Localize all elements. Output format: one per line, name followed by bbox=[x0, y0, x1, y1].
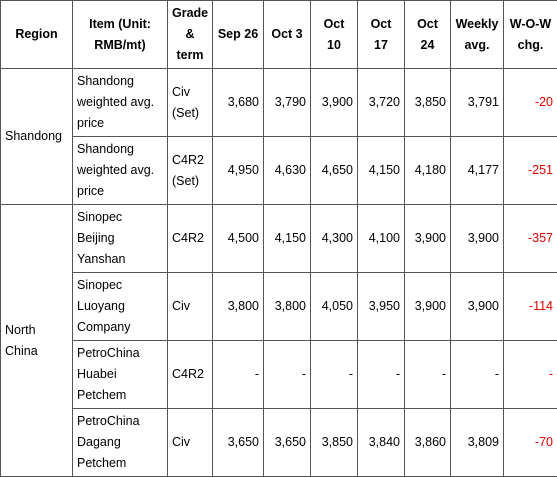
price-cell: 3,950 bbox=[358, 273, 405, 341]
item-cell: Sinopec Luoyang Company bbox=[73, 273, 168, 341]
wow-cell: -20 bbox=[504, 69, 557, 137]
grade-cell: C4R2 bbox=[168, 205, 213, 273]
price-cell: 4,050 bbox=[311, 273, 358, 341]
weekly-avg-cell: 3,900 bbox=[451, 205, 504, 273]
weekly-avg-cell: - bbox=[451, 341, 504, 409]
header-cell: Oct 24 bbox=[405, 1, 451, 69]
item-cell: Shandong weighted avg. price bbox=[73, 69, 168, 137]
header-cell: Region bbox=[1, 1, 73, 69]
weekly-avg-cell: 3,791 bbox=[451, 69, 504, 137]
price-cell: 4,300 bbox=[311, 205, 358, 273]
weekly-avg-cell: 4,177 bbox=[451, 137, 504, 205]
price-cell: 4,150 bbox=[264, 205, 311, 273]
price-cell: 4,150 bbox=[358, 137, 405, 205]
price-cell: 3,850 bbox=[311, 409, 358, 477]
region-cell: Shandong bbox=[1, 69, 73, 205]
price-cell: 3,680 bbox=[213, 69, 264, 137]
region-cell: North China bbox=[1, 205, 73, 477]
price-cell: 4,950 bbox=[213, 137, 264, 205]
header-cell: Sep 26 bbox=[213, 1, 264, 69]
header-cell: Oct 17 bbox=[358, 1, 405, 69]
price-cell: 4,100 bbox=[358, 205, 405, 273]
price-cell: 3,900 bbox=[405, 205, 451, 273]
wow-cell: -357 bbox=[504, 205, 557, 273]
price-cell: - bbox=[405, 341, 451, 409]
wow-cell: -251 bbox=[504, 137, 557, 205]
price-cell: 3,900 bbox=[405, 273, 451, 341]
header-cell: Weekly avg. bbox=[451, 1, 504, 69]
item-cell: Sinopec Beijing Yanshan bbox=[73, 205, 168, 273]
header-cell: Oct 3 bbox=[264, 1, 311, 69]
header-cell: W-O-W chg. bbox=[504, 1, 557, 69]
grade-cell: Civ bbox=[168, 273, 213, 341]
wow-cell: - bbox=[504, 341, 557, 409]
price-cell: 4,630 bbox=[264, 137, 311, 205]
price-cell: 3,900 bbox=[311, 69, 358, 137]
price-cell: 3,720 bbox=[358, 69, 405, 137]
grade-cell: Civ (Set) bbox=[168, 69, 213, 137]
grade-cell: C4R2 bbox=[168, 341, 213, 409]
weekly-avg-cell: 3,809 bbox=[451, 409, 504, 477]
price-cell: - bbox=[213, 341, 264, 409]
price-cell: 3,860 bbox=[405, 409, 451, 477]
wow-cell: -114 bbox=[504, 273, 557, 341]
price-cell: 3,800 bbox=[213, 273, 264, 341]
header-cell: Grade & term bbox=[168, 1, 213, 69]
price-cell: 3,650 bbox=[213, 409, 264, 477]
price-cell: 3,800 bbox=[264, 273, 311, 341]
price-cell: - bbox=[311, 341, 358, 409]
price-cell: 4,500 bbox=[213, 205, 264, 273]
price-cell: 3,650 bbox=[264, 409, 311, 477]
price-cell: - bbox=[358, 341, 405, 409]
grade-cell: Civ bbox=[168, 409, 213, 477]
price-cell: - bbox=[264, 341, 311, 409]
item-cell: PetroChina Huabei Petchem bbox=[73, 341, 168, 409]
price-cell: 3,850 bbox=[405, 69, 451, 137]
item-cell: PetroChina Dagang Petchem bbox=[73, 409, 168, 477]
grade-cell: C4R2 (Set) bbox=[168, 137, 213, 205]
item-cell: Shandong weighted avg. price bbox=[73, 137, 168, 205]
header-cell: Oct 10 bbox=[311, 1, 358, 69]
price-cell: 3,840 bbox=[358, 409, 405, 477]
header-cell: Item (Unit: RMB/mt) bbox=[73, 1, 168, 69]
price-cell: 4,650 bbox=[311, 137, 358, 205]
wow-cell: -70 bbox=[504, 409, 557, 477]
weekly-avg-cell: 3,900 bbox=[451, 273, 504, 341]
price-cell: 3,790 bbox=[264, 69, 311, 137]
price-cell: 4,180 bbox=[405, 137, 451, 205]
